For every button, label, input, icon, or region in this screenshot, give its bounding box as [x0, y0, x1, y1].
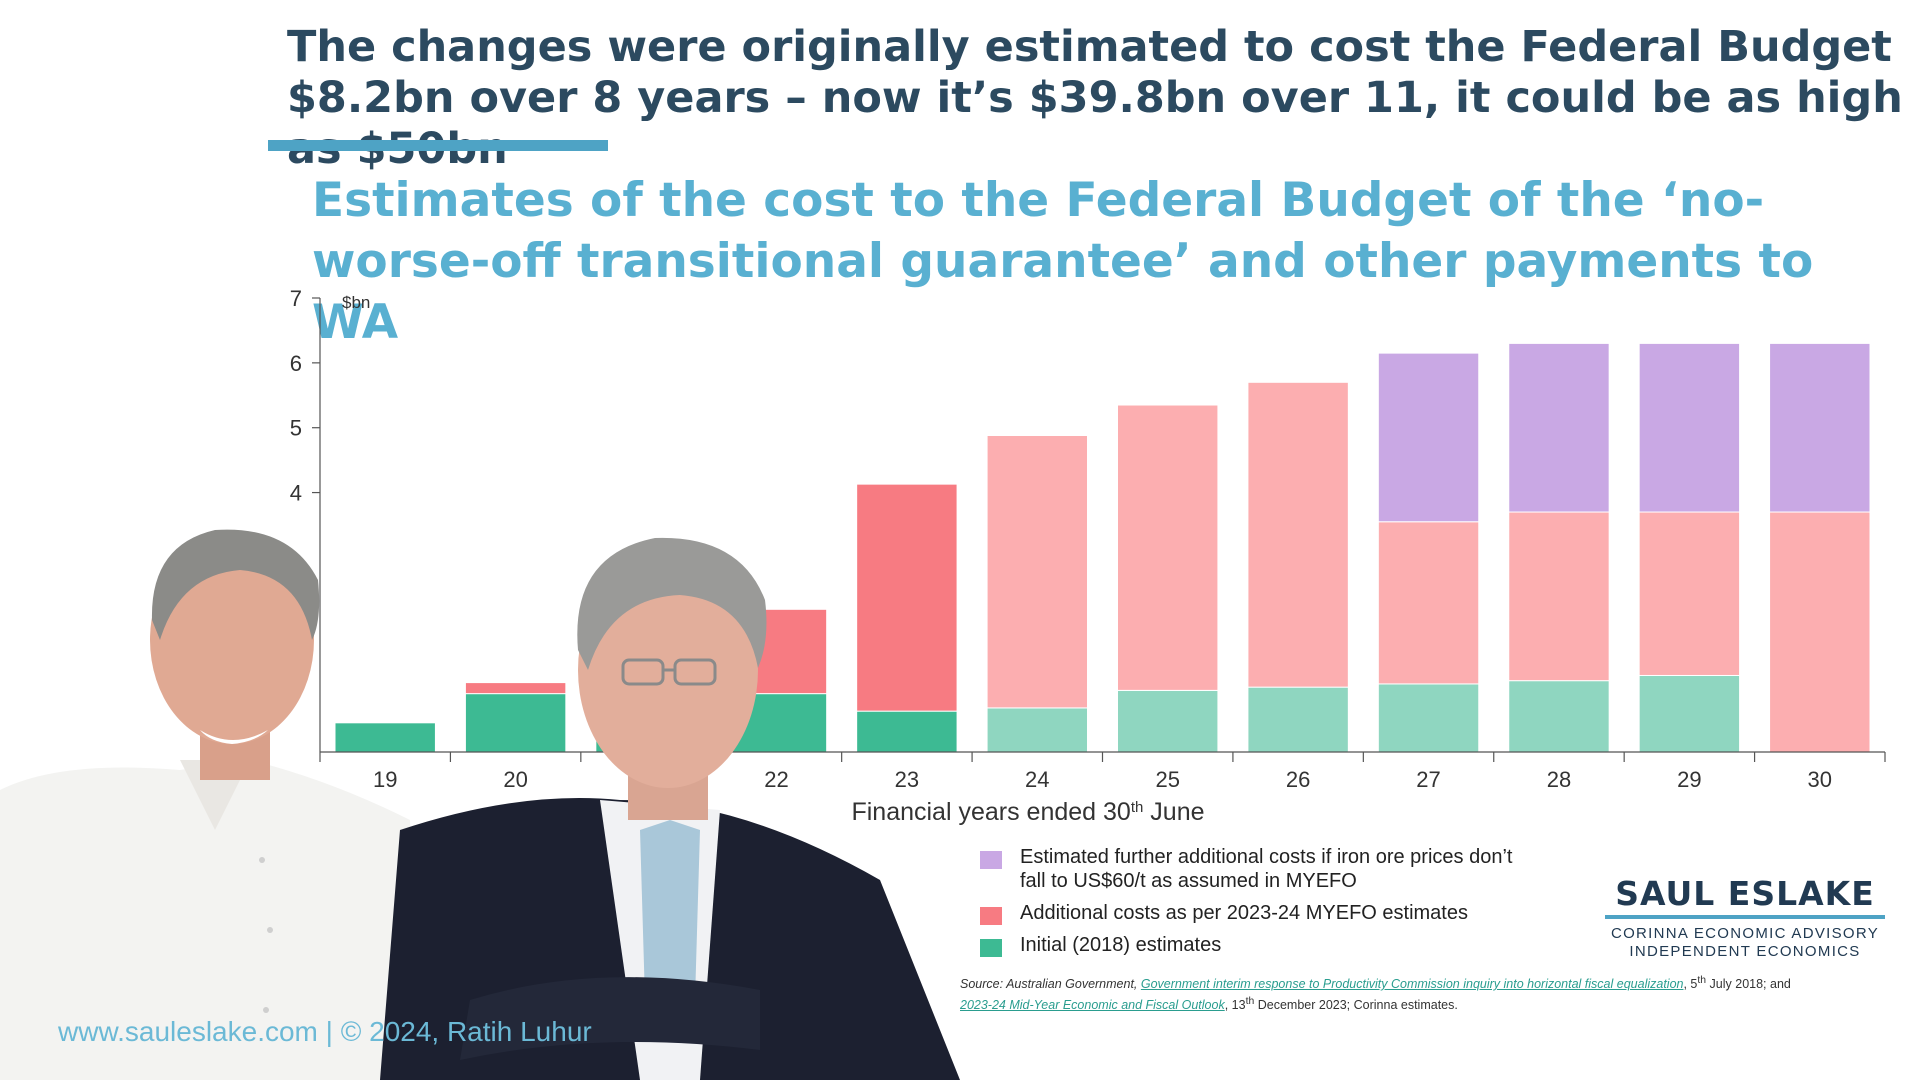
- person-photo-left: [0, 529, 420, 1080]
- bar-segment-myefo-24: [986, 434, 1089, 709]
- headline-underline: [268, 140, 608, 151]
- bar-segment-myefo-25: [1116, 404, 1219, 691]
- bar-segment-myefo-27: [1377, 521, 1480, 685]
- y-tick-label: 6: [290, 351, 302, 376]
- legend-item-initial: Initial (2018) estimates: [980, 933, 1540, 957]
- bar-segment-initial-23: [856, 710, 958, 753]
- legend-label: Estimated further additional costs if ir…: [1020, 846, 1513, 892]
- x-tick-label: 30: [1808, 767, 1832, 792]
- x-tick-label: 22: [764, 767, 788, 792]
- bar-segment-myefo-29: [1638, 511, 1741, 676]
- source-link-interim-response[interactable]: Government interim response to Productiv…: [1140, 977, 1684, 992]
- legend-swatch: [980, 939, 1002, 957]
- bar-segment-initial-28: [1508, 680, 1610, 753]
- x-tick-label: 28: [1547, 767, 1571, 792]
- legend-swatch: [980, 907, 1002, 925]
- x-tick-label: 23: [895, 767, 919, 792]
- bar-segment-myefo-26: [1247, 381, 1349, 688]
- bar-segment-initial-25: [1116, 689, 1219, 753]
- bar-segment-iron-ore-29: [1638, 342, 1741, 513]
- legend-label: Additional costs as per 2023-24 MYEFO es…: [1020, 902, 1468, 924]
- bar-segment-initial-19: [334, 722, 436, 753]
- y-axis-unit-label: $bn: [342, 293, 370, 312]
- brand-subtitle-1: CORINNA ECONOMIC ADVISORY: [1610, 925, 1880, 942]
- person-photo-right: [380, 537, 960, 1080]
- headline: The changes were originally estimated to…: [287, 22, 1903, 174]
- brand-name: SAUL ESLAKE: [1615, 874, 1875, 913]
- x-tick-label: 29: [1677, 767, 1701, 792]
- chart-title: Estimates of the cost to the Federal Bud…: [312, 173, 1814, 350]
- source-note: Source: Australian Government, Governmen…: [960, 975, 1791, 1013]
- x-tick-label: 19: [373, 767, 397, 792]
- y-tick-label: 7: [290, 286, 302, 311]
- source-link-myefo[interactable]: 2023-24 Mid-Year Economic and Fiscal Out…: [960, 998, 1225, 1013]
- bar-segment-initial-27: [1377, 683, 1480, 753]
- x-axis-title: Financial years ended 30th June: [851, 798, 1204, 826]
- legend-swatch: [980, 851, 1002, 869]
- x-tick-label: 26: [1286, 767, 1310, 792]
- bar-segment-iron-ore-27: [1377, 352, 1480, 523]
- bar-segment-myefo-28: [1508, 511, 1610, 682]
- bar-segment-initial-24: [986, 707, 1089, 753]
- bar-segment-initial-26: [1247, 686, 1349, 753]
- footer-credit: www.sauleslake.com | © 2024, Ratih Luhur: [58, 1016, 592, 1047]
- y-tick-label: 4: [290, 481, 302, 506]
- x-tick-label: 20: [503, 767, 527, 792]
- legend-item-iron-ore: Estimated further additional costs if ir…: [980, 845, 1540, 893]
- legend-label: Initial (2018) estimates: [1020, 934, 1222, 956]
- chart-legend: Estimated further additional costs if ir…: [980, 845, 1540, 965]
- bar-segment-myefo-20: [464, 682, 567, 695]
- bar-segment-iron-ore-30: [1769, 342, 1871, 513]
- y-tick-label: 5: [290, 416, 302, 441]
- brand-subtitle-2: INDEPENDENT ECONOMICS: [1629, 943, 1861, 960]
- x-tick-label: 24: [1025, 767, 1049, 792]
- legend-item-myefo: Additional costs as per 2023-24 MYEFO es…: [980, 901, 1540, 925]
- bar-segment-iron-ore-28: [1508, 342, 1610, 513]
- bar-segment-myefo-23: [856, 483, 958, 712]
- bar-segment-initial-29: [1638, 674, 1741, 753]
- brand-logo: SAUL ESLAKE CORINNA ECONOMIC ADVISORY IN…: [1605, 875, 1885, 961]
- bar-segment-initial-20: [464, 693, 567, 753]
- brand-divider: [1605, 915, 1885, 919]
- x-tick-label: 25: [1155, 767, 1179, 792]
- x-tick-label: 27: [1416, 767, 1440, 792]
